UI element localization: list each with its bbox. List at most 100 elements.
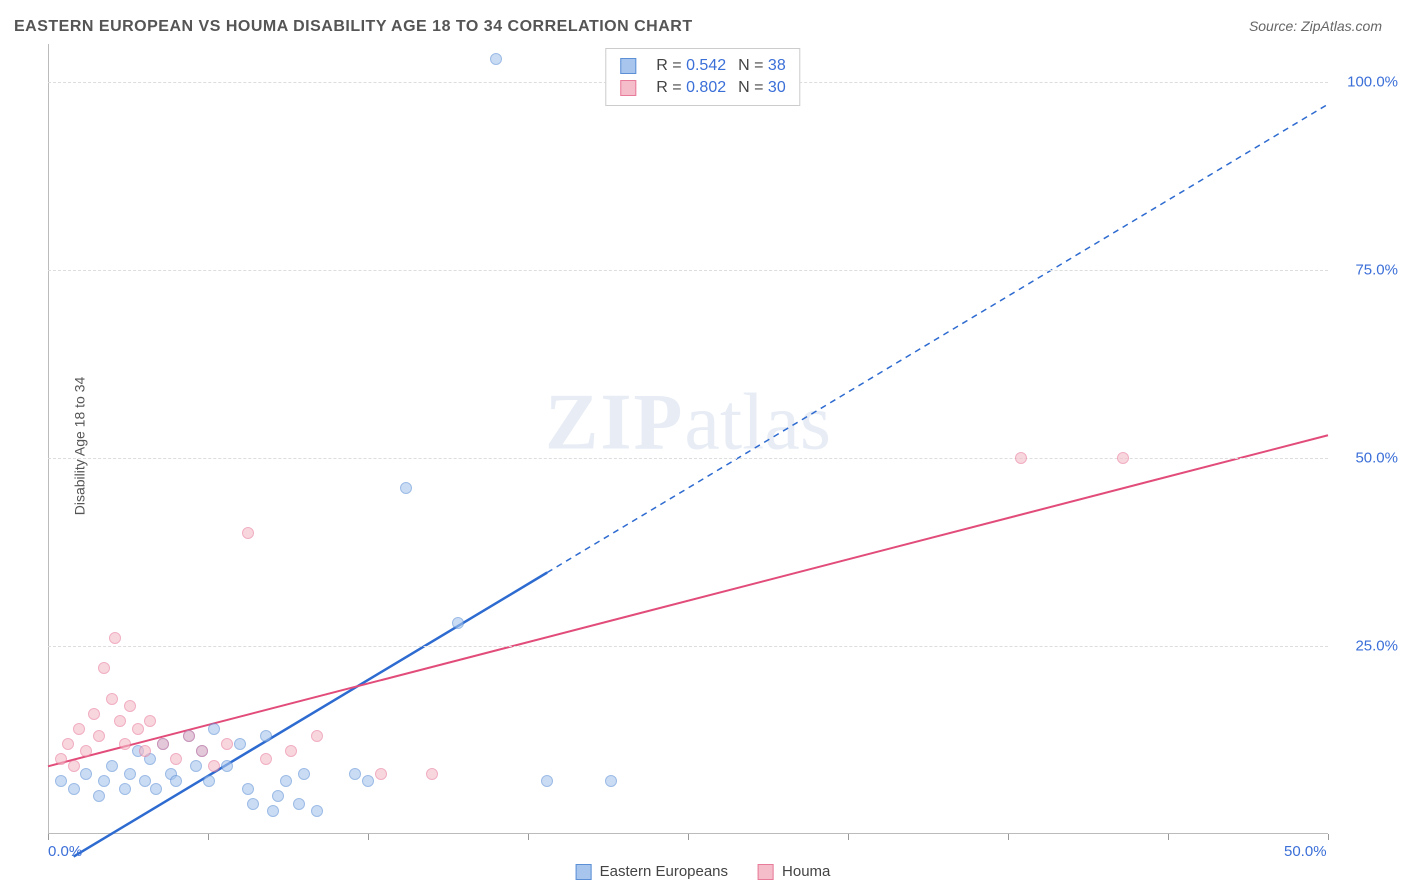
gridline-h	[48, 646, 1328, 647]
scatter-point	[62, 738, 74, 750]
x-tick	[848, 834, 849, 840]
y-tick-label: 75.0%	[1338, 261, 1398, 278]
scatter-point	[132, 723, 144, 735]
scatter-point	[98, 662, 110, 674]
scatter-point	[106, 693, 118, 705]
legend-bottom: Eastern Europeans Houma	[576, 863, 831, 880]
x-tick	[208, 834, 209, 840]
stat-r-label: R = 0.542	[656, 57, 726, 75]
scatter-point	[139, 745, 151, 757]
scatter-point	[242, 783, 254, 795]
scatter-point	[280, 775, 292, 787]
scatter-point	[157, 738, 169, 750]
scatter-point	[298, 768, 310, 780]
y-tick-label: 100.0%	[1338, 73, 1398, 90]
legend-swatch	[576, 864, 592, 880]
scatter-point	[1117, 452, 1129, 464]
scatter-point	[124, 700, 136, 712]
trend-line-solid	[48, 435, 1328, 766]
scatter-point	[247, 798, 259, 810]
x-tick-label: 0.0%	[48, 843, 82, 860]
scatter-point	[93, 730, 105, 742]
x-tick	[528, 834, 529, 840]
scatter-point	[221, 760, 233, 772]
scatter-point	[293, 798, 305, 810]
scatter-point	[452, 617, 464, 629]
scatter-point	[55, 775, 67, 787]
scatter-point	[114, 715, 126, 727]
scatter-point	[183, 730, 195, 742]
x-tick	[1168, 834, 1169, 840]
legend-label: Houma	[782, 863, 830, 880]
scatter-point	[109, 632, 121, 644]
stats-swatch	[620, 80, 636, 96]
scatter-point	[362, 775, 374, 787]
scatter-point	[73, 723, 85, 735]
stat-n-label: N = 30	[738, 79, 786, 97]
x-tick	[1008, 834, 1009, 840]
stat-r-label: R = 0.802	[656, 79, 726, 97]
stats-swatch	[620, 58, 636, 74]
scatter-point	[190, 760, 202, 772]
scatter-point	[203, 775, 215, 787]
scatter-point	[119, 738, 131, 750]
scatter-point	[272, 790, 284, 802]
scatter-point	[144, 715, 156, 727]
scatter-point	[196, 745, 208, 757]
scatter-point	[267, 805, 279, 817]
x-tick	[48, 834, 49, 840]
x-tick	[688, 834, 689, 840]
x-tick	[368, 834, 369, 840]
scatter-point	[349, 768, 361, 780]
scatter-point	[234, 738, 246, 750]
y-tick-label: 25.0%	[1338, 637, 1398, 654]
scatter-point	[242, 527, 254, 539]
source-attribution: Source: ZipAtlas.com	[1249, 18, 1382, 34]
scatter-point	[55, 753, 67, 765]
x-tick-label: 50.0%	[1284, 843, 1327, 860]
scatter-point	[375, 768, 387, 780]
scatter-point	[80, 745, 92, 757]
scatter-point	[119, 783, 131, 795]
scatter-point	[285, 745, 297, 757]
stats-row: R = 0.542 N = 38	[620, 55, 785, 77]
chart-title: EASTERN EUROPEAN VS HOUMA DISABILITY AGE…	[14, 18, 693, 36]
scatter-point	[88, 708, 100, 720]
scatter-point	[1015, 452, 1027, 464]
scatter-point	[400, 482, 412, 494]
gridline-h	[48, 270, 1328, 271]
scatter-point	[93, 790, 105, 802]
scatter-point	[106, 760, 118, 772]
trend-lines-layer	[48, 44, 1328, 834]
scatter-point	[221, 738, 233, 750]
scatter-point	[170, 775, 182, 787]
legend-item: Eastern Europeans	[576, 863, 728, 880]
scatter-point	[311, 805, 323, 817]
scatter-point	[124, 768, 136, 780]
scatter-point	[68, 783, 80, 795]
correlation-stats-box: R = 0.542 N = 38 R = 0.802 N = 30	[605, 48, 800, 106]
scatter-point	[260, 753, 272, 765]
plot-area: ZIPatlas 25.0%50.0%75.0%100.0%0.0%50.0%	[48, 44, 1328, 834]
x-tick	[1328, 834, 1329, 840]
scatter-point	[170, 753, 182, 765]
gridline-h	[48, 458, 1328, 459]
scatter-point	[208, 723, 220, 735]
scatter-point	[80, 768, 92, 780]
scatter-point	[426, 768, 438, 780]
legend-label: Eastern Europeans	[600, 863, 728, 880]
scatter-point	[490, 53, 502, 65]
legend-swatch	[758, 864, 774, 880]
y-tick-label: 50.0%	[1338, 449, 1398, 466]
scatter-point	[150, 783, 162, 795]
scatter-point	[605, 775, 617, 787]
stat-n-label: N = 38	[738, 57, 786, 75]
trend-line-dashed	[547, 104, 1328, 572]
legend-item: Houma	[758, 863, 830, 880]
scatter-point	[98, 775, 110, 787]
scatter-point	[541, 775, 553, 787]
stats-row: R = 0.802 N = 30	[620, 77, 785, 99]
scatter-point	[208, 760, 220, 772]
scatter-point	[260, 730, 272, 742]
scatter-point	[311, 730, 323, 742]
